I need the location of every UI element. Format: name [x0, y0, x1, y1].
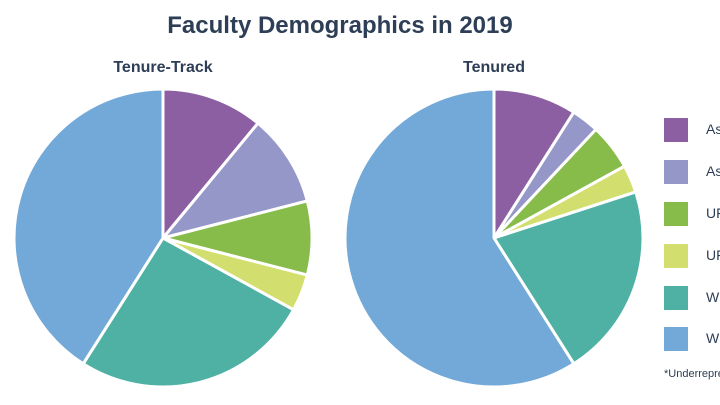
legend-item-4: UF: [664, 244, 720, 268]
legend-swatch: [664, 244, 688, 268]
legend-item-2: As: [664, 160, 720, 184]
legend-label: W: [706, 330, 720, 346]
legend-swatch: [664, 327, 688, 351]
legend-swatch: [664, 286, 688, 310]
legend-label: As: [706, 163, 720, 179]
pie-slice-tenured-6: [343, 87, 576, 389]
legend-item-5: W: [664, 286, 720, 310]
legend-item-6: W: [664, 327, 720, 351]
pie-title-tenure-track: Tenure-Track: [113, 59, 213, 76]
pie-slice-tenure-track-5: [81, 236, 296, 389]
legend-label: W: [706, 289, 720, 305]
pie-slice-tenured-1: [492, 87, 576, 240]
legend-item-1: As: [664, 118, 720, 142]
legend-label: As: [706, 121, 720, 137]
pie-slice-tenure-track-1: [161, 87, 260, 240]
pie-slice-tenured-5: [492, 190, 645, 366]
legend-swatch: [664, 160, 688, 184]
legend-label: UF: [706, 247, 720, 263]
legend-label: UF: [706, 205, 720, 221]
chart-title: Faculty Demographics in 2019: [167, 12, 513, 39]
footnote: *Underrepre: [664, 368, 720, 380]
legend-swatch: [664, 202, 688, 226]
legend-swatch: [664, 118, 688, 142]
legend-item-3: UF: [664, 202, 720, 226]
pie-slice-tenure-track-6: [12, 87, 165, 366]
pie-title-tenured: Tenured: [463, 59, 525, 76]
